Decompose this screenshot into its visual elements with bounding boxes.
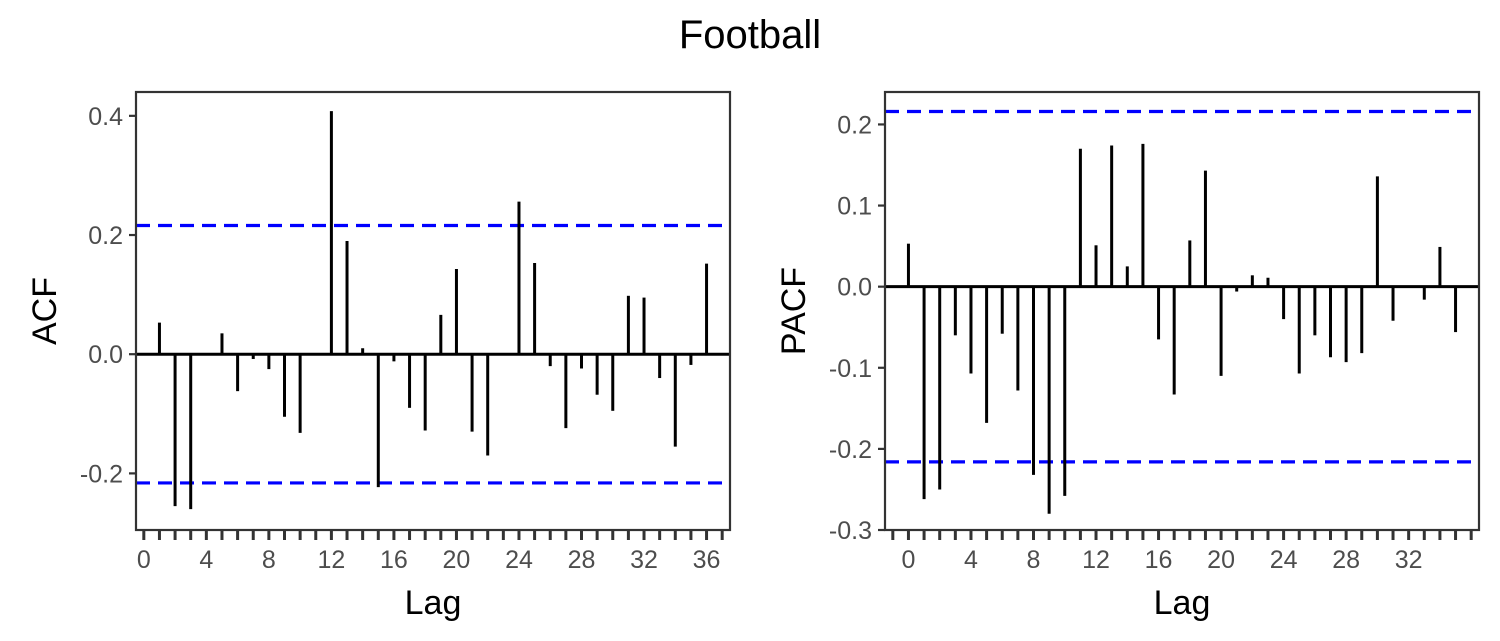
acf-x-axis-title: Lag (405, 584, 462, 622)
acf-y-axis-title: ACF (26, 277, 64, 345)
pacf-y-tick-label: -0.1 (829, 355, 872, 383)
pacf-panel: -0.3 -0.2 -0.1 0.0 0.1 0.2 0 4 8 12 16 20 24 28 32 Lag P… (775, 90, 1481, 622)
acf-y-tick-label: 0.4 (88, 103, 123, 131)
acf-x-tick-label: 36 (693, 546, 721, 574)
pacf-x-axis-title: Lag (1154, 584, 1211, 622)
pacf-x-tick-label: 24 (1270, 546, 1298, 574)
pacf-x-tick-label: 32 (1395, 546, 1423, 574)
pacf-y-tick-label: -0.2 (829, 436, 872, 464)
acf-x-tick-label: 24 (505, 546, 533, 574)
acf-panel: -0.2 0.0 0.2 0.4 0 4 8 12 16 20 24 28 32 36 Lag ACF (26, 90, 732, 622)
acf-x-tick-label: 4 (199, 546, 213, 574)
pacf-x-tick-label: 0 (901, 546, 915, 574)
pacf-x-tick-label: 20 (1207, 546, 1235, 574)
pacf-plot-area (885, 92, 1479, 530)
acf-x-tick-label: 16 (380, 546, 408, 574)
pacf-x-tick-label: 12 (1082, 546, 1110, 574)
pacf-x-tick-label: 4 (964, 546, 978, 574)
acf-y-tick-label: -0.2 (80, 460, 123, 488)
pacf-y-tick-label: 0.2 (837, 111, 872, 139)
pacf-y-tick-label: 0.0 (837, 274, 872, 302)
acf-x-tick-label: 20 (443, 546, 471, 574)
pacf-y-tick-label: -0.3 (829, 517, 872, 545)
acf-x-tick-label: 12 (317, 546, 345, 574)
acf-y-tick-label: 0.2 (88, 222, 123, 250)
acf-panel-border (134, 90, 732, 532)
pacf-x-tick-label: 16 (1145, 546, 1173, 574)
acf-x-tick-label: 0 (137, 546, 151, 574)
acf-plot-area (136, 92, 730, 530)
pacf-y-axis-title: PACF (775, 267, 813, 355)
pacf-x-tick-label: 28 (1332, 546, 1360, 574)
acf-x-tick-label: 8 (262, 546, 276, 574)
acf-x-tick-label: 28 (568, 546, 596, 574)
pacf-y-tick-label: 0.1 (837, 193, 872, 221)
acf-y-tick-label: 0.0 (88, 341, 123, 369)
pacf-x-tick-label: 8 (1027, 546, 1041, 574)
figure-title: Football (679, 13, 821, 57)
pacf-panel-border (883, 90, 1481, 532)
acf-x-tick-label: 32 (630, 546, 658, 574)
